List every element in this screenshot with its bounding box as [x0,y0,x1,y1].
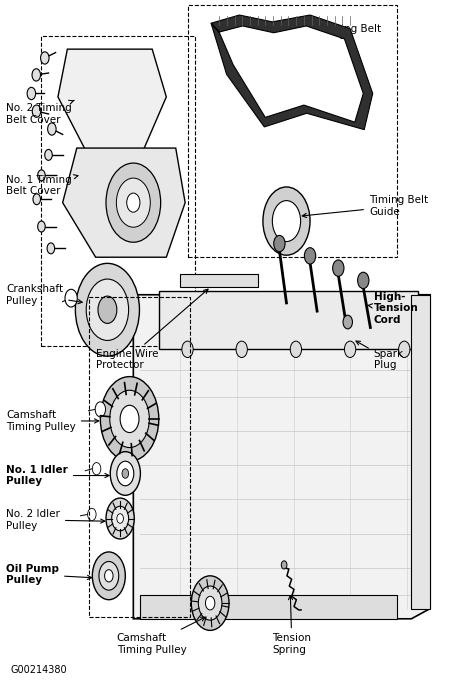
Circle shape [65,289,77,307]
Circle shape [343,315,353,329]
Circle shape [41,52,49,64]
Text: Engine Wire
Protector: Engine Wire Protector [96,289,208,371]
Circle shape [92,552,125,599]
Circle shape [117,178,150,227]
Circle shape [110,451,140,495]
Polygon shape [159,291,419,349]
Circle shape [99,562,118,590]
Circle shape [273,201,301,242]
Polygon shape [133,295,430,619]
Circle shape [98,296,117,323]
Circle shape [45,149,52,160]
Circle shape [198,586,222,620]
Polygon shape [58,49,166,151]
Text: Camshaft
Timing Pulley: Camshaft Timing Pulley [6,410,99,432]
Circle shape [281,561,287,569]
Text: No. 1 Idler
Pulley: No. 1 Idler Pulley [6,464,109,486]
Circle shape [92,462,101,475]
Circle shape [37,170,45,181]
Text: High-
Tension
Cord: High- Tension Cord [368,292,419,325]
Circle shape [27,88,36,99]
Circle shape [47,243,55,254]
Circle shape [122,469,128,478]
Circle shape [33,194,40,205]
Circle shape [191,576,229,630]
Circle shape [105,570,113,582]
Circle shape [304,248,316,264]
Circle shape [112,506,128,531]
Circle shape [117,514,123,523]
Polygon shape [63,148,185,258]
Text: G00214380: G00214380 [11,665,67,675]
Text: Camshaft
Timing Pulley: Camshaft Timing Pulley [117,617,205,655]
Circle shape [32,105,41,117]
Circle shape [120,406,139,432]
Circle shape [357,272,369,288]
Circle shape [236,341,247,358]
Bar [41,36,195,346]
Text: No. 1 Timing
Belt Cover: No. 1 Timing Belt Cover [6,175,78,197]
Text: No. 2 Timing
Belt Cover: No. 2 Timing Belt Cover [6,100,74,125]
Circle shape [399,341,410,358]
Circle shape [106,163,161,242]
Polygon shape [211,15,373,129]
Circle shape [290,341,301,358]
Bar [89,297,190,616]
Circle shape [205,596,215,610]
Circle shape [127,193,140,212]
Circle shape [75,263,139,356]
Text: Spark
Plug: Spark Plug [356,341,404,371]
Circle shape [32,68,40,81]
Text: Tension
Spring: Tension Spring [273,595,311,655]
Circle shape [182,341,193,358]
Polygon shape [181,274,258,286]
Circle shape [37,221,45,232]
Circle shape [95,402,106,417]
Circle shape [100,377,159,461]
Circle shape [110,390,149,447]
Circle shape [117,461,134,486]
Polygon shape [140,595,397,619]
Bar [188,5,397,258]
Text: No. 2 Idler
Pulley: No. 2 Idler Pulley [6,509,105,531]
Text: Timing Belt: Timing Belt [322,24,381,38]
Circle shape [106,498,134,539]
Circle shape [263,187,310,256]
Circle shape [274,236,285,252]
Circle shape [88,508,96,521]
Text: Crankshaft
Pulley: Crankshaft Pulley [6,284,82,306]
Circle shape [86,279,128,340]
Text: Timing Belt
Guide: Timing Belt Guide [302,195,428,218]
Circle shape [47,123,56,135]
Circle shape [333,260,344,276]
Text: Oil Pump
Pulley: Oil Pump Pulley [6,564,91,585]
Circle shape [345,341,356,358]
Polygon shape [411,295,430,608]
